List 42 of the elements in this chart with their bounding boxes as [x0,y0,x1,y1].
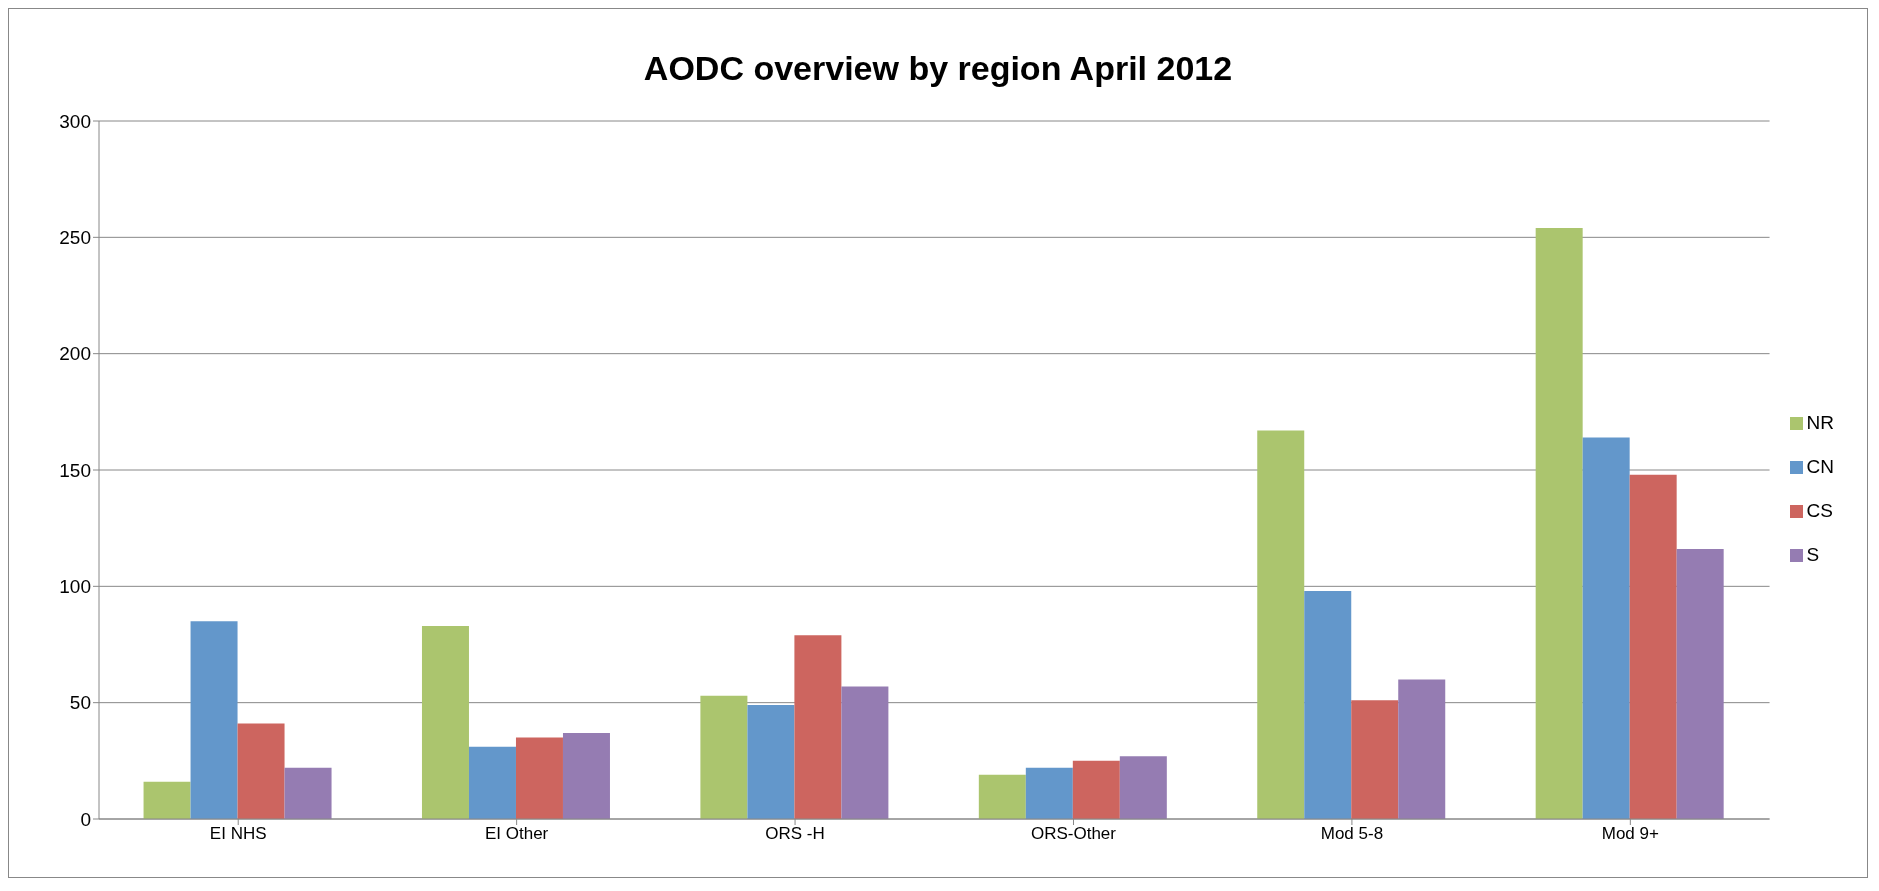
legend-label: CN [1806,456,1834,477]
legend-label: CS [1806,500,1833,521]
bar [1351,700,1399,819]
bar [562,732,610,819]
bar [515,737,563,819]
x-tick-label: Mod 9+ [1601,824,1659,844]
bar [284,767,332,819]
y-tick-label: 100 [59,576,91,598]
x-tick-label: ORS -H [765,824,825,844]
bar [143,781,191,819]
bar [468,746,516,819]
bar [1629,474,1677,819]
y-tick-label: 50 [69,692,91,714]
y-tick-label: 200 [59,343,91,365]
bar [1025,767,1073,819]
bar [190,621,238,819]
legend-label: NR [1806,412,1834,433]
x-tick-label: EI NHS [209,824,267,844]
y-tick-label: 300 [59,110,91,132]
bar [1072,760,1120,819]
legend-label: S [1806,544,1820,565]
bar [700,695,748,819]
y-tick-label: 250 [59,227,91,249]
bar [1676,549,1724,819]
bar [747,704,795,819]
bar [421,625,469,819]
x-tick-label: Mod 5-8 [1320,824,1384,844]
x-tick-label: ORS-Other [1030,824,1117,844]
bar [794,635,842,819]
bar [1119,756,1167,819]
bar [1535,228,1583,819]
y-tick-label: 0 [80,808,91,830]
bar [1398,679,1446,819]
bar [237,723,285,819]
x-tick-label: EI Other [484,824,549,844]
bar [1582,437,1630,819]
bar [841,686,889,819]
chart-title: AODC overview by region April 2012 [642,48,1234,89]
bar [1257,430,1305,819]
bar [1304,590,1352,819]
bar [978,774,1026,819]
y-tick-label: 150 [59,459,91,481]
